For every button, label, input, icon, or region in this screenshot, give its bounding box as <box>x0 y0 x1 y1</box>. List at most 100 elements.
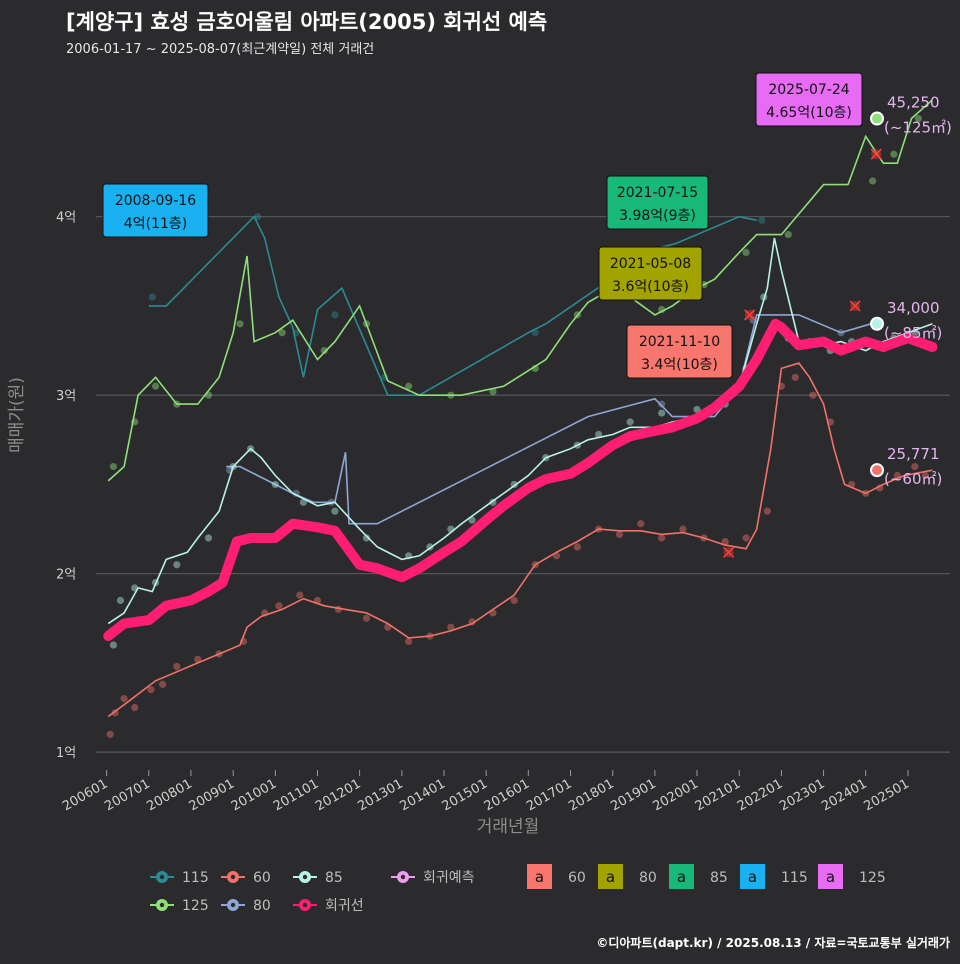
data-point-s60 <box>106 730 114 738</box>
grid <box>96 216 950 753</box>
data-point-s125 <box>742 248 750 257</box>
annotation-box <box>755 72 863 127</box>
annotation-box <box>606 175 709 230</box>
x-tick-label: 200801 <box>144 776 194 814</box>
data-point-s125 <box>109 462 118 471</box>
x-tick-label: 201801 <box>566 776 616 814</box>
data-point-s60 <box>131 703 139 712</box>
x-tick-label: 201601 <box>482 776 532 814</box>
data-point-s115 <box>758 216 766 224</box>
data-point-s85 <box>362 534 371 542</box>
legend-box-key <box>818 864 843 889</box>
data-point-s60 <box>296 591 304 599</box>
data-point-s60 <box>658 534 666 542</box>
series-line-s125 <box>107 100 933 482</box>
legend-line-label: 80 <box>253 898 271 914</box>
legend-box-key <box>598 864 623 889</box>
prediction-marker-x <box>723 546 735 558</box>
legend-line-label: 125 <box>182 898 209 914</box>
data-point-s85 <box>109 641 118 649</box>
x-tick-label: 201401 <box>398 776 448 814</box>
data-point-s85 <box>331 507 339 515</box>
annotation-value: 3.6억(10층) <box>612 279 689 295</box>
legend-box-label: 80 <box>639 870 657 886</box>
data-point-s60 <box>679 525 687 533</box>
annotation-box <box>102 183 209 238</box>
end-dot <box>870 316 884 331</box>
data-point-s60 <box>111 709 119 717</box>
x-tick-label: 201701 <box>524 776 574 814</box>
annotations: 2008-09-16 4억(11층) 2021-07-15 3.98억(9층) 2021… <box>102 72 863 379</box>
end-price: 25,771 <box>887 445 940 463</box>
data-point-s60 <box>173 662 181 671</box>
legend-box-glyph: a <box>677 868 686 886</box>
data-point-s60 <box>742 534 750 542</box>
legend-line-label: 85 <box>325 870 343 886</box>
annotation-box <box>626 324 733 379</box>
chart-title: [계양구] 효성 금호어울림 아파트(2005) 회귀선 예측 <box>66 10 547 34</box>
legend-box-label: 60 <box>568 870 586 886</box>
x-tick-label: 200601 <box>60 776 110 814</box>
annotation-date: 2021-07-15 <box>617 185 698 201</box>
annotation-date: 2021-05-08 <box>610 256 691 272</box>
data-point-s60 <box>510 596 518 605</box>
legend-line-label: 60 <box>253 870 271 886</box>
data-point-s85 <box>116 596 125 605</box>
data-point-s115 <box>331 311 339 319</box>
data-point-s60 <box>721 537 729 546</box>
legend-box-key <box>740 864 765 889</box>
legend-line-dot-center <box>302 874 308 880</box>
data-point-s125 <box>236 320 244 328</box>
annotation-box <box>598 246 703 301</box>
legend-line-label: 115 <box>182 870 209 886</box>
end-labels: 45,250 (~125㎡) 34,000 (~85㎡) 25,771 (~60㎡) <box>870 94 952 488</box>
legend-box-glyph: a <box>606 868 615 886</box>
y-tick-label: 2억 <box>56 568 76 583</box>
regression-layer <box>103 318 938 642</box>
data-point-s85 <box>658 409 666 417</box>
end-area: (~125㎡) <box>884 119 952 137</box>
legend-box-glyph: a <box>748 868 757 886</box>
end-price: 34,000 <box>887 299 940 317</box>
data-point-s125 <box>278 329 286 337</box>
data-point-s60 <box>159 680 167 688</box>
x-axis: 2006012007012008012009012010012011012012… <box>60 770 912 814</box>
y-tick-label: 1억 <box>56 746 76 761</box>
data-point-s85 <box>271 480 279 489</box>
data-point-s60 <box>194 655 202 663</box>
legend-line-dot-center <box>230 874 236 880</box>
data-point-s85 <box>626 418 634 426</box>
annotation-date: 2008-09-16 <box>115 193 196 209</box>
data-point-s60 <box>447 623 455 631</box>
x-tick-label: 202101 <box>693 776 743 814</box>
legend-line-label: 회귀예측 <box>423 870 475 886</box>
legend-line-dot-center <box>400 874 406 880</box>
legend-box-label: 85 <box>710 870 728 886</box>
series-layer <box>106 100 933 738</box>
data-point-s60 <box>362 614 371 622</box>
series-line-s85 <box>107 237 933 625</box>
regression-line <box>103 318 938 642</box>
data-point-s60 <box>809 391 817 399</box>
x-tick-label: 201301 <box>355 776 405 814</box>
caption: ©디아파트(dapt.kr) / 2025.08.13 / 자료=국토교통부 실… <box>596 935 950 950</box>
chart-subtitle: 2006-01-17 ~ 2025-08-07(최근계약일) 전체 거래건 <box>66 42 374 57</box>
data-point-s85 <box>173 561 181 569</box>
prediction-marker-x <box>849 300 861 312</box>
data-point-s125 <box>784 230 792 239</box>
data-point-s80 <box>658 400 666 408</box>
x-tick-label: 202201 <box>735 776 785 814</box>
x-tick-label: 200901 <box>187 776 237 814</box>
y-tick-label: 4억 <box>56 211 76 226</box>
y-tick-label: 3억 <box>56 389 76 404</box>
legend-line-dot-center <box>230 902 236 908</box>
data-point-s60 <box>405 637 413 646</box>
y-axis: 1억 2억 3억 4억 <box>56 211 76 761</box>
series-line-s80 <box>226 314 884 525</box>
data-point-s125 <box>489 388 497 396</box>
prediction-markers <box>723 148 882 558</box>
legend-line-label: 회귀선 <box>325 898 364 914</box>
data-point-s85 <box>204 534 213 542</box>
